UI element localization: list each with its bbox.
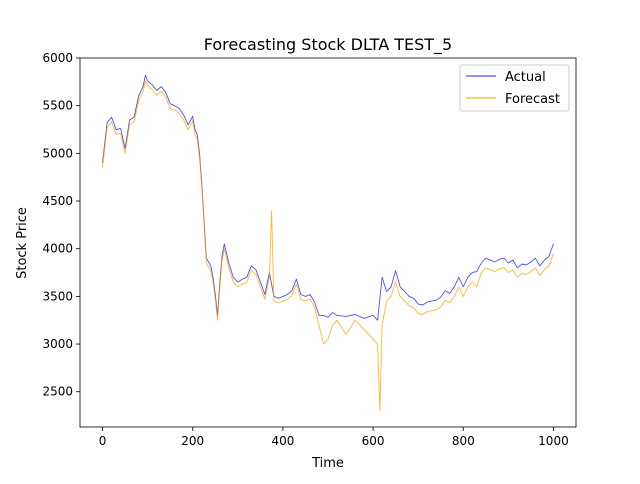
x-tick-label: 200	[181, 434, 204, 448]
axes: 0 200 400 600 800 1000 2500 3000 3500 4000 4500 500…	[42, 51, 577, 448]
chart-title: Forecasting Stock DLTA TEST_5	[204, 35, 452, 55]
y-tick-label: 3500	[42, 289, 73, 303]
y-tick-label: 3000	[42, 337, 73, 351]
x-tick-label: 400	[271, 434, 294, 448]
x-tick-label: 0	[99, 434, 107, 448]
y-tick-label: 5500	[42, 99, 73, 113]
series-line-actual	[102, 74, 554, 321]
y-tick-label: 2500	[42, 385, 73, 399]
x-tick-label: 1000	[538, 434, 569, 448]
x-tick-label: 800	[452, 434, 475, 448]
y-axis-label: Stock Price	[15, 207, 30, 279]
y-tick-label: 4000	[42, 242, 73, 256]
y-tick-label: 4500	[42, 194, 73, 208]
plot-area	[102, 74, 554, 412]
y-tick-label: 6000	[42, 51, 73, 65]
x-axis-label: Time	[311, 456, 344, 471]
series-line-forecast	[102, 80, 554, 412]
axes-frame	[79, 57, 577, 428]
x-tick-label: 600	[362, 434, 385, 448]
legend-label-forecast: Forecast	[505, 92, 560, 107]
legend: Actual Forecast	[459, 64, 570, 112]
legend-label-actual: Actual	[505, 70, 546, 85]
y-tick-label: 5000	[42, 146, 73, 160]
